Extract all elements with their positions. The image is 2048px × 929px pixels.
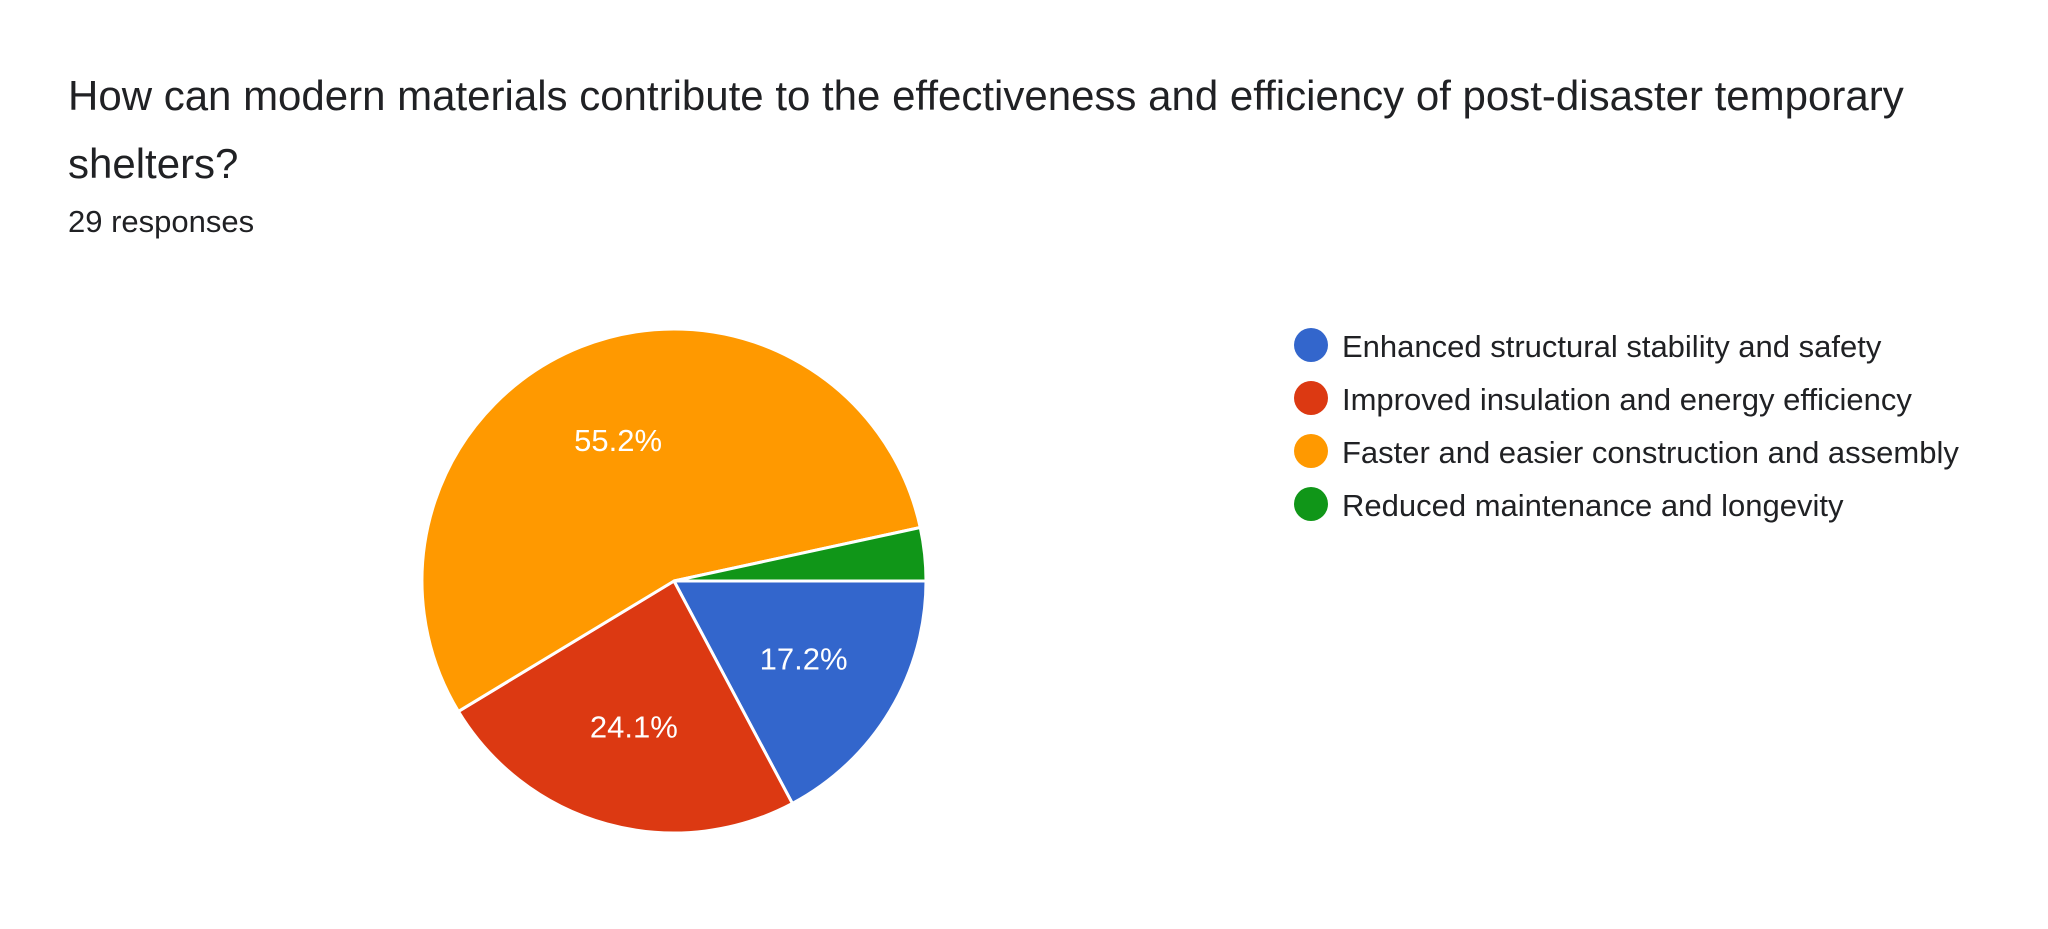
legend-item-structural-stability[interactable]: Enhanced structural stability and safety: [1294, 324, 2014, 369]
pie-slice-label: 55.2%: [574, 423, 662, 458]
pie-slice-2[interactable]: [456, 579, 794, 835]
legend-item-insulation[interactable]: Improved insulation and energy efficienc…: [1294, 377, 2014, 422]
pie-slice-label: 24.1%: [590, 709, 678, 744]
legend-item-construction[interactable]: Faster and easier construction and assem…: [1294, 430, 2014, 475]
legend-swatch-icon: [1294, 434, 1328, 468]
legend-label: Faster and easier construction and assem…: [1342, 435, 1959, 470]
legend-swatch-icon: [1294, 328, 1328, 362]
pie-slice-1[interactable]: [672, 579, 928, 805]
chart-legend: Enhanced structural stability and safety…: [1294, 324, 2014, 536]
pie-slice-3[interactable]: [420, 327, 922, 713]
question-title: How can modern materials contribute to t…: [68, 72, 1904, 187]
pie-slice-label: 17.2%: [760, 641, 848, 676]
legend-label: Enhanced structural stability and safety: [1342, 329, 1882, 364]
legend-label: Reduced maintenance and longevity: [1342, 488, 1844, 523]
response-count: 29 responses: [68, 204, 255, 239]
legend-swatch-icon: [1294, 381, 1328, 415]
legend-swatch-icon: [1294, 487, 1328, 521]
legend-item-maintenance[interactable]: Reduced maintenance and longevity: [1294, 483, 2014, 528]
legend-label: Improved insulation and energy efficienc…: [1342, 382, 1912, 417]
pie-slice-4[interactable]: [672, 526, 928, 583]
